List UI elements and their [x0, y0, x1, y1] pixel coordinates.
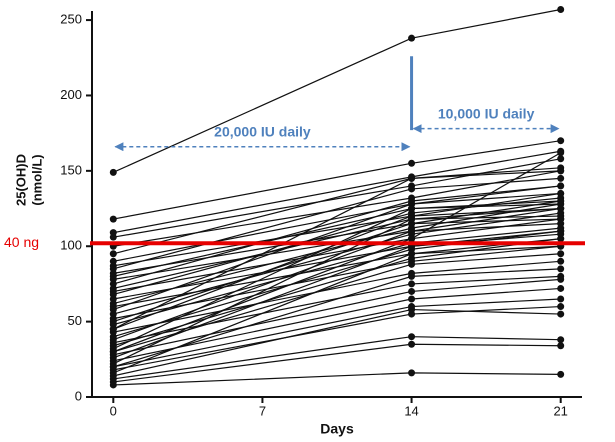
- data-point: [557, 310, 565, 318]
- data-point: [557, 197, 565, 205]
- data-point: [557, 220, 565, 228]
- data-point: [109, 348, 117, 356]
- x-tick-label: 21: [553, 403, 567, 418]
- data-point: [408, 333, 416, 341]
- data-point: [109, 250, 117, 258]
- data-point: [557, 303, 565, 311]
- data-point: [557, 295, 565, 303]
- data-point: [557, 149, 565, 157]
- reference-label: 40 ng: [4, 234, 39, 250]
- x-tick-label: 0: [110, 403, 117, 418]
- data-point: [408, 34, 416, 42]
- data-point: [408, 174, 416, 182]
- data-point: [557, 155, 565, 163]
- y-axis-label: (nmol/L): [29, 154, 44, 205]
- y-tick-label: 0: [75, 388, 82, 403]
- y-tick-label: 100: [60, 238, 82, 253]
- data-point: [408, 185, 416, 193]
- data-point: [109, 363, 117, 371]
- data-point: [408, 287, 416, 295]
- data-point: [408, 340, 416, 348]
- data-point: [557, 370, 565, 378]
- data-point: [408, 369, 416, 377]
- data-point: [408, 227, 416, 235]
- data-point: [557, 182, 565, 190]
- data-point: [408, 303, 416, 311]
- subject-line: [113, 8, 561, 173]
- data-point: [408, 260, 416, 268]
- data-point: [557, 284, 565, 292]
- data-point: [408, 295, 416, 303]
- y-tick-label: 50: [68, 313, 82, 328]
- annotation-text: 20,000 IU daily: [214, 123, 311, 139]
- data-point: [557, 265, 565, 273]
- data-point: [557, 174, 565, 182]
- data-point: [557, 205, 565, 213]
- data-point: [408, 235, 416, 243]
- x-tick-label: 7: [259, 403, 266, 418]
- data-point: [408, 215, 416, 223]
- data-point: [557, 167, 565, 175]
- data-point: [109, 233, 117, 241]
- data-point: [109, 325, 117, 333]
- subject-line: [113, 140, 561, 220]
- data-point: [557, 257, 565, 265]
- data-point: [408, 272, 416, 280]
- data-point: [408, 159, 416, 167]
- data-point: [557, 342, 565, 350]
- data-point: [408, 205, 416, 213]
- data-point: [408, 280, 416, 288]
- y-tick-label: 250: [60, 12, 82, 27]
- y-tick-label: 200: [60, 87, 82, 102]
- subject-line: [113, 223, 561, 341]
- data-point: [557, 230, 565, 238]
- data-point: [557, 336, 565, 344]
- data-point: [408, 250, 416, 258]
- y-tick-label: 150: [60, 162, 82, 177]
- subject-line: [113, 372, 561, 386]
- data-point: [557, 6, 565, 14]
- x-axis-label: Days: [320, 421, 354, 437]
- y-axis-label: 25(OH)D: [13, 154, 28, 206]
- data-point: [109, 381, 117, 389]
- data-point: [109, 168, 117, 176]
- data-point: [557, 137, 565, 145]
- annotation-text: 10,000 IU daily: [438, 105, 535, 121]
- data-point: [557, 250, 565, 258]
- data-point: [557, 189, 565, 197]
- data-point: [109, 215, 117, 223]
- data-point: [557, 275, 565, 283]
- x-tick-label: 14: [404, 403, 418, 418]
